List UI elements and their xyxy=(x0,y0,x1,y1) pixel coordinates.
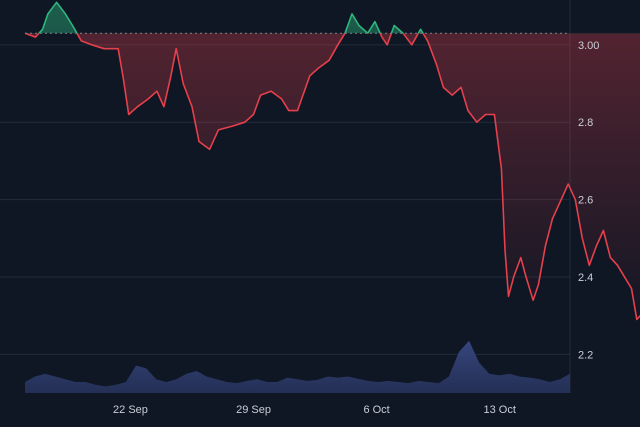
x-tick-label: 29 Sep xyxy=(236,404,271,416)
y-tick-label: 2.2 xyxy=(578,349,593,361)
price-line-below xyxy=(24,33,640,321)
y-tick-label: 2.8 xyxy=(578,117,593,129)
volume-area xyxy=(25,340,570,393)
y-tick-label: 2.6 xyxy=(578,195,593,207)
area-layer xyxy=(25,2,640,320)
price-line-above xyxy=(24,1,424,34)
label-layer: 2.2 2.4 2.6 2.8 3.00 22 Sep 29 Sep 6 Oct 13 Oct xyxy=(113,40,599,416)
y-tick-label: 3.00 xyxy=(578,40,599,52)
line-layer xyxy=(24,1,640,321)
x-tick-label: 6 Oct xyxy=(363,404,389,416)
x-tick-label: 22 Sep xyxy=(113,404,148,416)
y-tick-label: 2.4 xyxy=(578,272,593,284)
volume-layer xyxy=(25,340,570,393)
area-fill-below xyxy=(25,33,640,320)
x-tick-label: 13 Oct xyxy=(483,404,515,416)
